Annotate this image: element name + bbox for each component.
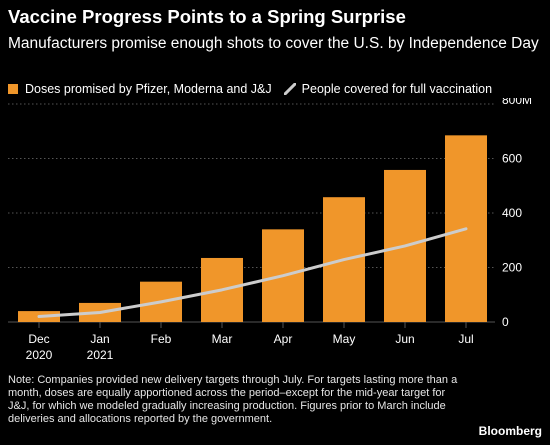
legend-bar-swatch-icon: [8, 84, 18, 94]
x-tick-label: Apr: [274, 332, 293, 346]
legend: Doses promised by Pfizer, Moderna and J&…: [8, 82, 492, 96]
x-tick-label: Feb: [151, 332, 172, 346]
legend-label-people: People covered for full vaccination: [301, 82, 493, 96]
bloomberg-logo: Bloomberg: [478, 424, 542, 438]
chart-title: Vaccine Progress Points to a Spring Surp…: [8, 6, 406, 27]
x-tick-label: Jan: [90, 332, 109, 346]
x-tick-label: Jul: [458, 332, 473, 346]
x-tick-label: May: [333, 332, 356, 346]
chart-note: Note: Companies provided new delivery ta…: [8, 374, 458, 425]
people-covered-line: [37, 227, 468, 319]
chart-subtitle: Manufacturers promise enough shots to co…: [8, 35, 539, 52]
x-tick-label: Dec: [28, 332, 49, 346]
x-tick-label: Mar: [212, 332, 233, 346]
bar-line-chart: 0 200 400 600 800M Dec 2020 Jan 2021 Feb Mar Apr May…: [8, 98, 532, 362]
x-tick-label: 2020: [26, 348, 53, 362]
legend-line-swatch-icon: [283, 83, 296, 95]
y-tick-label: 800M: [502, 98, 532, 107]
y-tick-label: 0: [502, 315, 509, 329]
x-tick-label: Jun: [395, 332, 414, 346]
x-tick-label: 2021: [87, 348, 114, 362]
y-tick-label: 600: [502, 152, 522, 166]
legend-label-doses: Doses promised by Pfizer, Moderna and J&…: [25, 82, 272, 96]
y-tick-label: 400: [502, 206, 522, 220]
y-tick-label: 200: [502, 261, 522, 275]
